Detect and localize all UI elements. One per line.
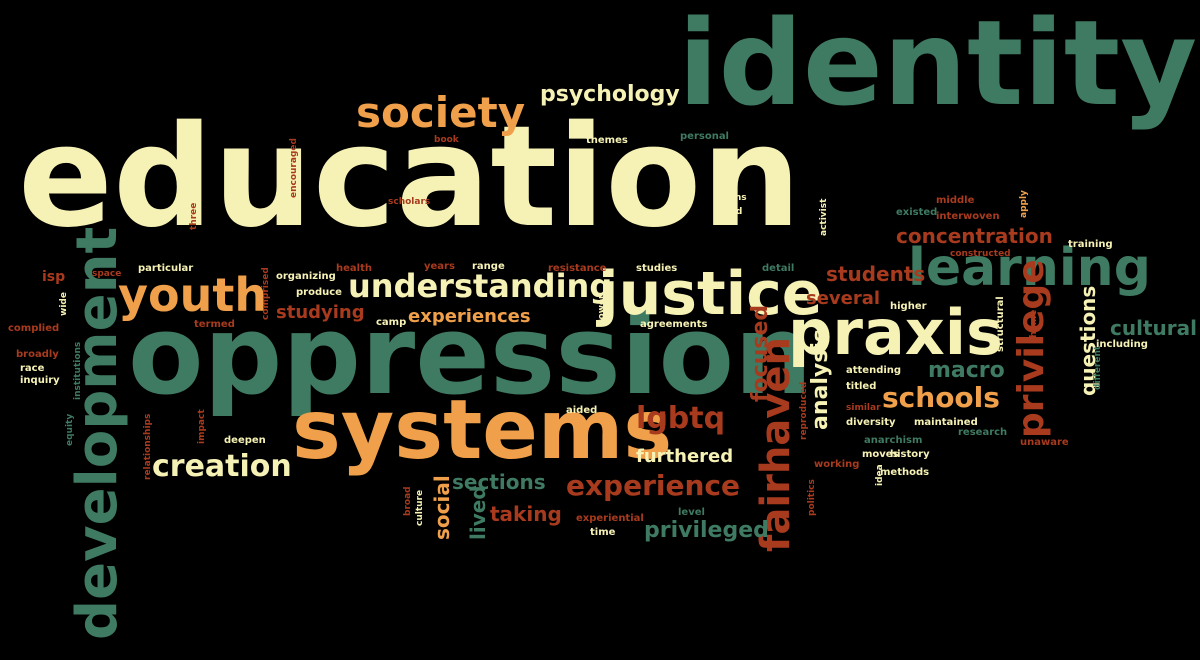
cloud-word: learning [908,238,1151,298]
cloud-word: furthered [636,446,734,467]
cloud-word: space [92,269,122,279]
cloud-word: studying [276,302,365,323]
cloud-word: students [826,262,926,286]
cloud-word: experiences [408,306,531,327]
cloud-word: termed [194,319,235,330]
cloud-word: analysis [808,329,833,430]
cloud-word: trans [720,193,747,203]
cloud-word: research [958,427,1008,438]
cloud-word: sections [452,470,546,494]
cloud-word: anarchism [864,435,923,446]
cloud-word: justice [598,259,823,329]
cloud-word: society [356,88,526,137]
cloud-word: comprised [261,267,271,320]
cloud-word: including [1096,339,1148,350]
cloud-word: similar [846,403,881,413]
cloud-word: experience [566,469,741,502]
cloud-word: studies [636,263,678,274]
cloud-word: maintained [914,417,978,428]
cloud-word: existed [896,207,938,218]
cloud-word: middle [936,195,975,206]
cloud-word: aided [566,405,598,416]
cloud-word: focused [748,304,773,402]
cloud-word: moves [862,449,899,460]
cloud-word: deepen [224,435,266,446]
cloud-word: several [806,288,881,309]
cloud-word: oppression [128,291,813,419]
cloud-word: activist [819,198,829,236]
cloud-word: years [424,261,455,272]
cloud-word: taking [490,502,562,526]
cloud-word: privilege [1011,259,1052,438]
cloud-word: schools [882,381,1000,414]
cloud-word: reproduced [799,381,809,440]
cloud-word: broadly [16,349,59,360]
cloud-word: encouraged [289,138,299,198]
cloud-word: detail [762,263,795,274]
cloud-word: systems [292,383,673,478]
cloud-word: complied [8,323,60,334]
cloud-word: different [1093,345,1103,390]
cloud-word: equity [65,413,75,446]
cloud-word: cultural [1110,316,1197,340]
cloud-word: book [434,135,459,145]
cloud-word: titled [846,381,877,392]
cloud-word: power [597,294,607,326]
cloud-word: health [336,263,372,274]
cloud-word: privileged [644,518,769,543]
cloud-word: organizing [276,271,336,282]
cloud-word: history [890,449,930,460]
cloud-word: creation [152,449,292,484]
cloud-word: institutions [73,341,83,400]
cloud-word: resistance [548,263,607,274]
cloud-word: experiential [576,513,644,524]
cloud-word: produce [296,287,342,298]
cloud-word: concentration [896,224,1053,248]
cloud-word: wide [59,292,69,316]
cloud-word: identity [678,0,1198,132]
cloud-word: diversity [846,417,896,428]
cloud-word: praxis [788,296,1003,369]
cloud-word: three [189,202,199,230]
cloud-word: methods [880,467,930,478]
cloud-word: themes [586,135,628,146]
cloud-word: range [472,261,505,272]
cloud-word: camp [376,317,407,328]
cloud-word: apply [1019,190,1029,218]
cloud-word: interwoven [936,211,1000,222]
cloud-word: lgbtq [636,401,726,436]
cloud-word: attending [846,365,902,376]
cloud-word: broad [403,486,413,516]
cloud-word: unaware [1020,437,1069,448]
cloud-word: impact [197,409,207,444]
cloud-word: macro [928,358,1005,383]
cloud-word: race [20,363,45,374]
cloud-word: level [678,507,705,518]
cloud-word: higher [890,301,927,312]
cloud-word: politics [807,479,817,516]
cloud-word: scholars [388,197,431,207]
cloud-word: isp [42,269,66,285]
cloud-word: inquiry [20,375,60,386]
cloud-word: constructed [950,249,1011,259]
cloud-word: training [1068,239,1113,250]
cloud-word: relationships [143,413,153,480]
cloud-word: education [18,96,802,259]
cloud-word: youth [118,268,268,322]
cloud-word: social [430,475,454,540]
cloud-word: agreements [640,319,708,330]
cloud-word: working [814,459,860,470]
cloud-word: structural [995,296,1006,352]
cloud-word: psychology [540,82,680,107]
cloud-word: culture [415,489,425,526]
cloud-word: particular [138,263,194,274]
cloud-word: lived [466,485,490,540]
cloud-word: time [590,527,616,538]
cloud-word: field [720,207,743,217]
cloud-word: personal [680,131,729,142]
cloud-word: understanding [348,267,613,305]
cloud-word: theme [1029,309,1039,342]
